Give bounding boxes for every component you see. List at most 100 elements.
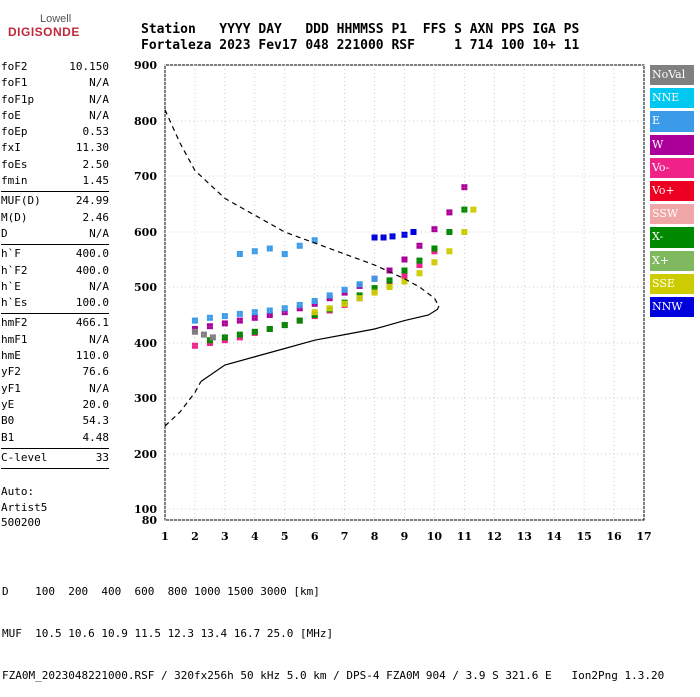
param-name: foEs (1, 157, 28, 171)
x-tick-label: 9 (401, 530, 409, 543)
param-name: h`F2 (1, 263, 28, 277)
data-point-x (236, 331, 240, 335)
data-point-e (311, 240, 315, 244)
data-point-vo (239, 337, 243, 341)
legend-item-vo: Vo- (650, 157, 694, 178)
data-point-sse (419, 270, 423, 274)
data-point-sse (386, 287, 390, 290)
data-point-w (221, 320, 225, 324)
data-point-w (446, 209, 450, 213)
legend-item-w: W (650, 134, 694, 155)
data-point-sse (464, 232, 468, 235)
data-point-w (356, 285, 360, 289)
param-name: fxI (1, 141, 21, 155)
data-point-e (239, 313, 243, 317)
data-point-noval (194, 331, 198, 335)
data-point-x (269, 326, 273, 329)
data-point-x (281, 325, 285, 329)
data-point-noval (191, 331, 195, 335)
data-point-x (254, 331, 258, 335)
data-point-sse (431, 259, 435, 263)
data-point-e (191, 320, 195, 324)
data-point-e (299, 242, 303, 246)
x-tick-label: 12 (487, 530, 502, 543)
data-point-x (449, 232, 453, 235)
data-point-e (266, 248, 270, 252)
data-point-e (284, 308, 288, 312)
data-point-w (254, 314, 258, 318)
data-point-noval (209, 337, 213, 341)
legend: NoVal NNE E W Vo- Vo+ SSW X- X+ SSE NNW (650, 65, 694, 320)
param-value: N/A (89, 332, 109, 346)
data-point-vo (434, 251, 438, 255)
data-point-vo (404, 273, 408, 276)
data-point-e (314, 240, 318, 244)
data-point-e (251, 251, 255, 255)
data-point-w (269, 315, 273, 318)
data-point-sse (314, 312, 318, 316)
data-point-e (194, 320, 198, 324)
data-point-e (224, 313, 228, 317)
data-point-sse (461, 232, 465, 235)
data-point-w (284, 312, 288, 316)
data-point-sse (446, 248, 450, 252)
param-name: B0 (1, 414, 15, 428)
data-point-w (464, 187, 468, 191)
data-point-sse (386, 284, 390, 287)
data-point-sse (371, 289, 375, 293)
param-value: 1.45 (82, 174, 110, 188)
data-point-x (296, 317, 300, 321)
data-point-e (281, 254, 285, 257)
footer-distance: D 100 200 400 600 800 1000 1500 3000 [km… (2, 585, 320, 598)
data-point-e (191, 317, 195, 321)
data-point-e (311, 298, 315, 301)
data-point-w (326, 298, 330, 302)
data-point-e (254, 312, 258, 316)
data-point-e (221, 316, 225, 320)
y-tick-label: 700 (134, 170, 157, 183)
data-point-sse (434, 259, 438, 263)
data-point-w (404, 259, 408, 263)
data-point-e (374, 275, 378, 279)
data-point-sse (470, 209, 474, 213)
param-row: B0 54.3 (1, 414, 109, 430)
data-point-x (461, 206, 465, 210)
auto-code: 500200 (1, 516, 41, 529)
data-point-x (404, 267, 408, 271)
data-point-w (266, 315, 270, 318)
data-point-noval (200, 334, 204, 338)
x-tick-label: 10 (427, 530, 443, 543)
data-point-w (341, 292, 345, 296)
data-point-w (251, 314, 255, 318)
legend-item-x: X- (650, 227, 694, 248)
data-point-sse (473, 209, 477, 213)
data-point-nnw (410, 229, 414, 232)
data-point-e (194, 317, 198, 321)
param-value: N/A (89, 76, 109, 90)
data-point-e (299, 301, 303, 305)
data-point-e (251, 312, 255, 316)
data-point-vo (221, 340, 225, 344)
data-point-e (284, 254, 288, 257)
data-point-sse (341, 303, 345, 307)
data-point-w (224, 323, 228, 327)
data-point-e (344, 289, 348, 293)
param-name: yF1 (1, 381, 21, 395)
data-point-x (416, 257, 420, 261)
param-value: 4.48 (82, 430, 110, 444)
x-tick-label: 5 (281, 530, 289, 543)
data-point-e (236, 310, 240, 314)
data-point-e (296, 304, 300, 308)
param-value: 466.1 (75, 316, 109, 330)
data-point-x (389, 277, 393, 281)
data-point-w (209, 323, 213, 327)
data-point-noval (191, 328, 195, 332)
param-value: 110.0 (75, 349, 109, 363)
data-point-e (221, 313, 225, 317)
data-point-noval (203, 334, 207, 338)
data-point-vo (401, 276, 405, 279)
data-point-w (419, 245, 423, 249)
data-point-e (359, 281, 363, 285)
data-point-w (296, 308, 300, 312)
data-point-sse (401, 278, 405, 282)
